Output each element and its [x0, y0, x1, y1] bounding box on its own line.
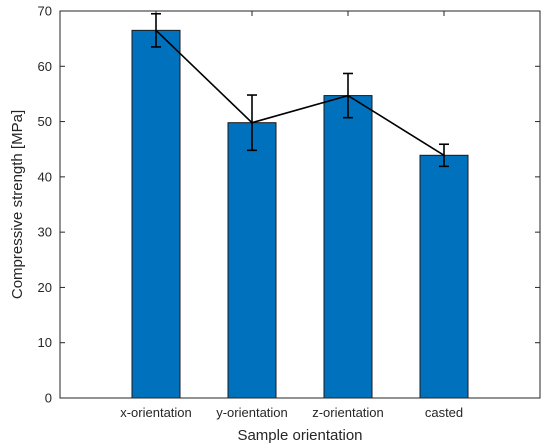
error-bars — [151, 12, 449, 168]
trend-line — [155, 29, 445, 156]
x-tick-label: y-orientation — [216, 405, 288, 420]
y-tick-label: 10 — [38, 335, 52, 350]
x-axis: x-orientation y-orientation z-orientation c… — [120, 11, 463, 420]
y-tick-label: 30 — [38, 225, 52, 240]
x-axis-title: Sample orientation — [237, 427, 362, 444]
y-tick-label: 60 — [38, 59, 52, 74]
y-axis-title: Compressive strength [MPa] — [9, 110, 26, 299]
y-axis: 0 10 20 30 40 50 60 70 — [38, 4, 540, 406]
y-tick-label: 0 — [45, 391, 52, 406]
y-tick-label: 20 — [38, 280, 52, 295]
x-tick-label: x-orientation — [120, 405, 192, 420]
y-tick-label: 40 — [38, 169, 52, 184]
y-tick-label: 70 — [38, 4, 52, 19]
bar-casted — [419, 154, 469, 399]
bar-z-orientation — [323, 95, 373, 399]
bar-y-orientation — [227, 122, 277, 399]
plot-frame — [59, 10, 541, 399]
y-tick-label: 50 — [38, 114, 52, 129]
x-tick-label: z-orientation — [312, 405, 384, 420]
bar-series — [131, 29, 469, 399]
bar-x-orientation — [131, 29, 181, 399]
x-tick-label: casted — [425, 405, 463, 420]
